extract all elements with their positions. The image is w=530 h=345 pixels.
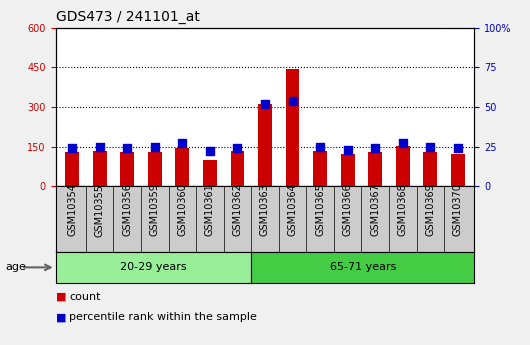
- Bar: [258, 104, 272, 186]
- Point: [343, 147, 352, 152]
- Point: [316, 144, 324, 149]
- Bar: [65, 152, 79, 186]
- Bar: [148, 152, 162, 186]
- Bar: [231, 151, 244, 186]
- Point: [399, 141, 407, 146]
- Point: [151, 144, 159, 149]
- Bar: [313, 151, 327, 186]
- Bar: [203, 160, 217, 186]
- Point: [95, 144, 104, 149]
- Text: 65-71 years: 65-71 years: [330, 263, 396, 272]
- Bar: [120, 152, 134, 186]
- Point: [426, 144, 435, 149]
- Point: [68, 146, 76, 151]
- Point: [371, 146, 379, 151]
- Bar: [93, 151, 107, 186]
- Point: [454, 146, 462, 151]
- Point: [288, 98, 297, 104]
- Text: ■: ■: [56, 292, 66, 302]
- Point: [233, 146, 242, 151]
- Point: [206, 149, 214, 154]
- Text: ■: ■: [56, 313, 66, 322]
- Bar: [423, 152, 437, 186]
- Bar: [396, 146, 410, 186]
- Bar: [286, 69, 299, 186]
- Point: [261, 101, 269, 107]
- Bar: [175, 148, 189, 186]
- Text: percentile rank within the sample: percentile rank within the sample: [69, 313, 257, 322]
- Bar: [451, 154, 465, 186]
- Point: [178, 141, 187, 146]
- Text: count: count: [69, 292, 100, 302]
- Text: 20-29 years: 20-29 years: [120, 263, 187, 272]
- Text: age: age: [5, 263, 26, 272]
- Bar: [341, 154, 355, 186]
- Bar: [368, 152, 382, 186]
- Point: [123, 146, 131, 151]
- Text: GDS473 / 241101_at: GDS473 / 241101_at: [56, 10, 199, 24]
